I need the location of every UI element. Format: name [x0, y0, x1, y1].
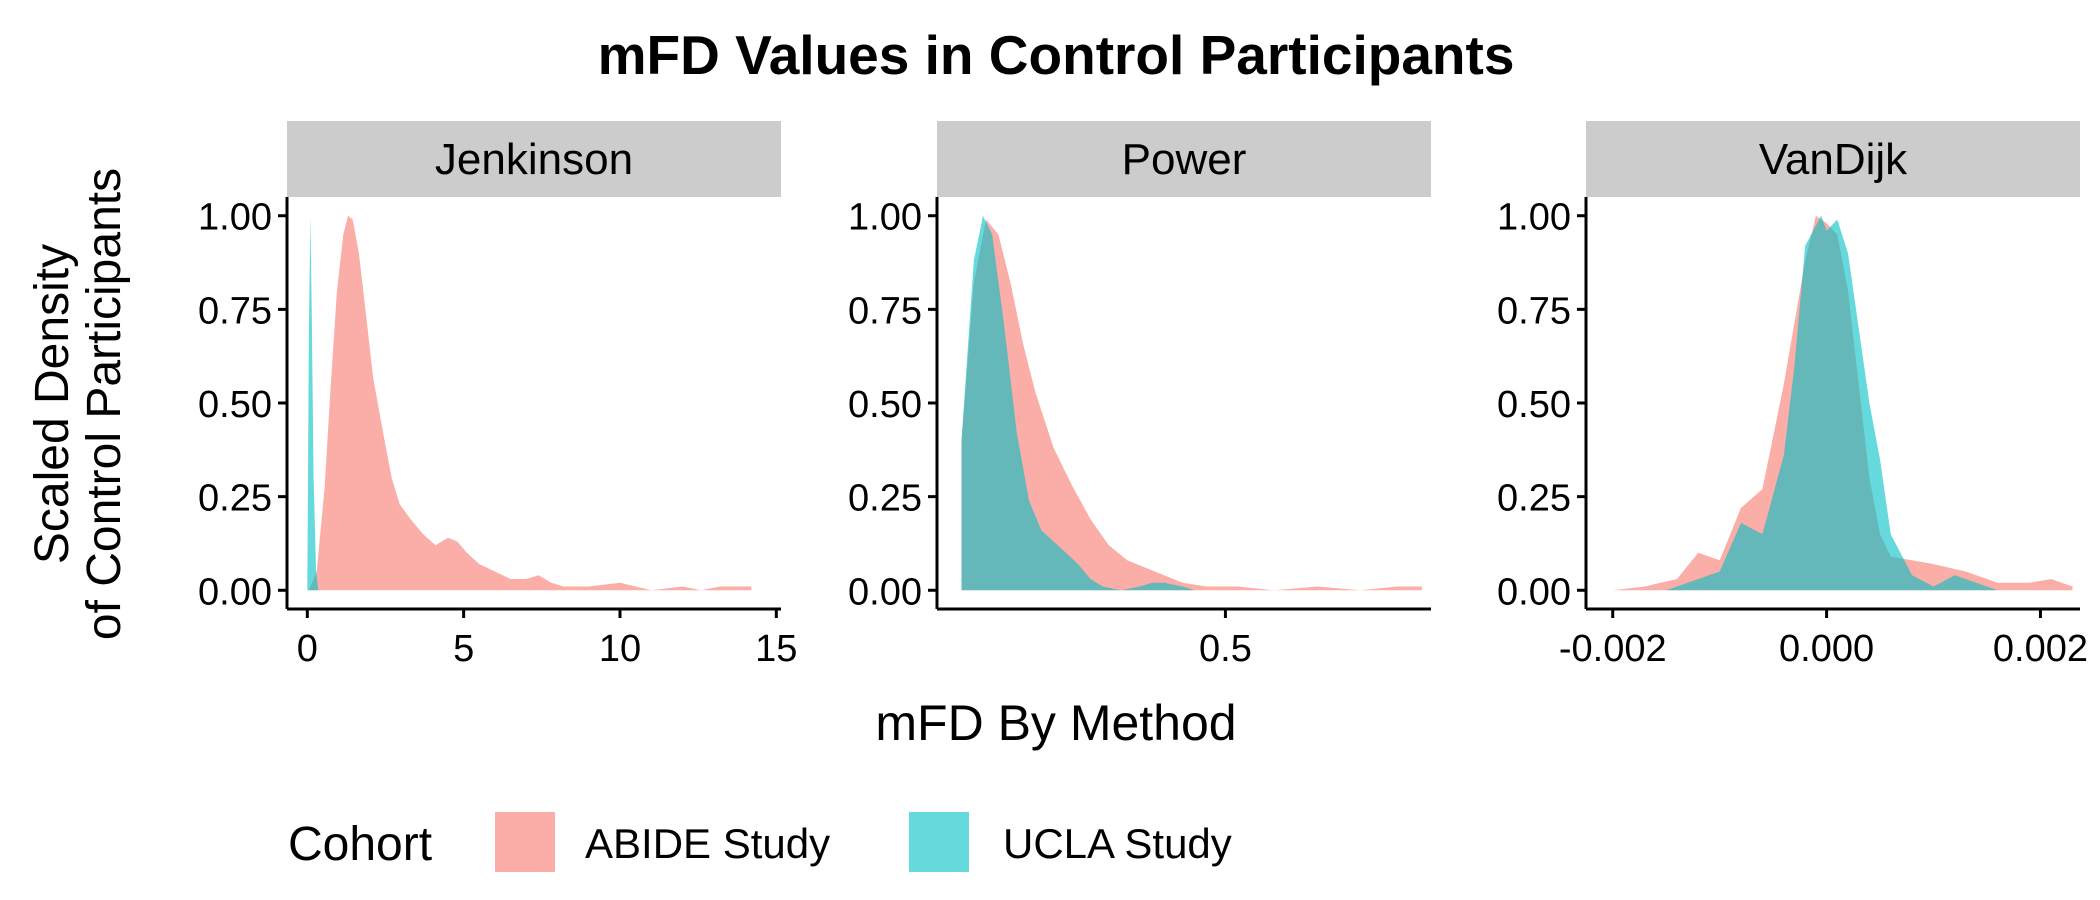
y-axis-label-line2: of Control Participants	[78, 168, 131, 640]
x-axis-label: mFD By Method	[875, 695, 1236, 751]
facet-panels: Jenkinson 0.00 0.25 0.50 0.75 1.00 0 5 10 15 Power…	[198, 121, 2088, 670]
y-tick-label: 0.25	[848, 478, 922, 520]
facet-strip-label: VanDijk	[1759, 135, 1908, 184]
y-tick-label: 0.75	[198, 290, 272, 332]
legend: Cohort ABIDE Study UCLA Study	[288, 812, 1232, 872]
panel-jenkinson: Jenkinson 0.00 0.25 0.50 0.75 1.00 0 5 10 15	[198, 121, 797, 670]
density-area-abide	[308, 215, 752, 591]
x-tick-label: 0.002	[1993, 628, 2088, 670]
panel-power: Power 0.00 0.25 0.50 0.75 1.00 0.5	[848, 121, 1431, 670]
y-tick-label: 0.00	[1497, 571, 1571, 613]
legend-label-ucla: UCLA Study	[1003, 820, 1232, 867]
y-tick-label: 0.50	[198, 384, 272, 426]
legend-title: Cohort	[288, 818, 432, 871]
y-tick-label: 0.25	[1497, 478, 1571, 520]
legend-swatch-abide	[495, 812, 555, 872]
facet-strip	[287, 121, 781, 197]
chart-title: mFD Values in Control Participants	[598, 24, 1515, 86]
facet-strip-label: Jenkinson	[435, 135, 633, 184]
y-tick-label: 0.75	[848, 290, 922, 332]
x-tick-label: 15	[755, 628, 797, 670]
legend-label-abide: ABIDE Study	[585, 820, 830, 867]
facet-strip	[937, 121, 1431, 197]
y-tick-label: 0.50	[1497, 384, 1571, 426]
facet-strip-label: Power	[1122, 135, 1247, 184]
x-tick-label: 0	[297, 628, 318, 670]
density-area-ucla	[961, 215, 1226, 591]
y-tick-label: 0.50	[848, 384, 922, 426]
y-tick-label: 1.00	[848, 197, 922, 239]
panel-vandijk: VanDijk 0.00 0.25 0.50 0.75 1.00 -0.002 0.000 0.…	[1497, 121, 2088, 670]
density-area-ucla	[1666, 215, 1998, 591]
density-area-ucla	[307, 215, 319, 591]
y-tick-label: 0.00	[198, 571, 272, 613]
x-tick-label: 10	[599, 628, 641, 670]
x-tick-label: 0.000	[1779, 628, 1874, 670]
x-tick-label: 5	[453, 628, 474, 670]
y-tick-label: 0.25	[198, 478, 272, 520]
y-axis-label-line1: Scaled Density	[26, 244, 79, 564]
density-area-abide	[961, 219, 1422, 591]
x-tick-label: 0.5	[1199, 628, 1252, 670]
legend-swatch-ucla	[909, 812, 969, 872]
facet-strip	[1586, 121, 2080, 197]
y-tick-label: 1.00	[1497, 197, 1571, 239]
y-tick-label: 1.00	[198, 197, 272, 239]
x-tick-label: -0.002	[1559, 628, 1667, 670]
y-tick-label: 0.75	[1497, 290, 1571, 332]
y-tick-label: 0.00	[848, 571, 922, 613]
